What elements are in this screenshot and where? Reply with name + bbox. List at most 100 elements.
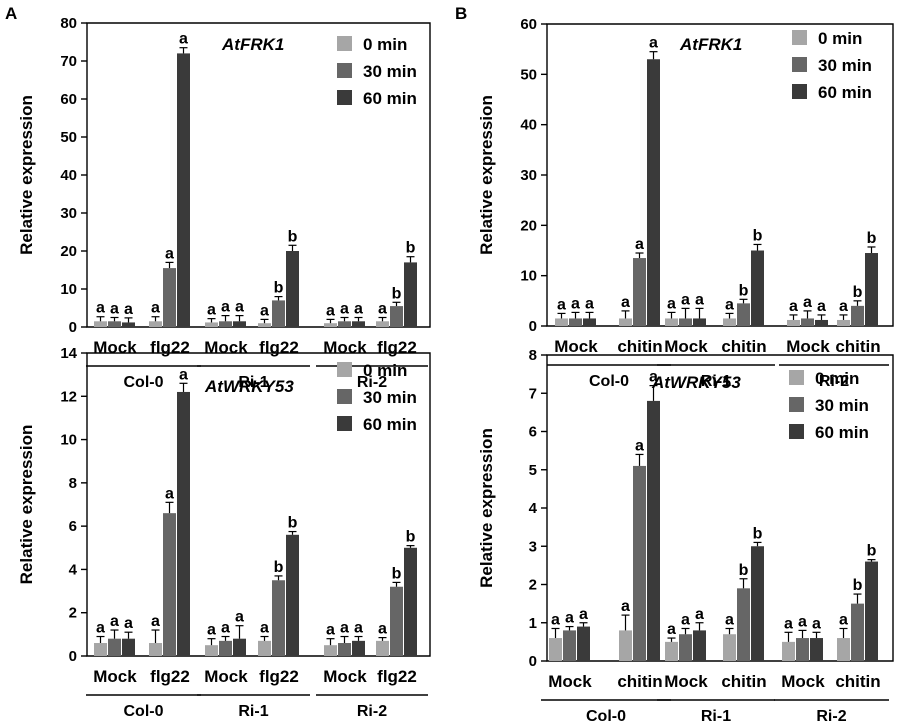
y-tick-label: 6 bbox=[529, 424, 537, 441]
legend-label: 0 min bbox=[363, 35, 407, 54]
y-tick-label: 5 bbox=[529, 462, 537, 479]
bar bbox=[163, 268, 176, 327]
bar bbox=[233, 638, 246, 656]
significance-label: a bbox=[579, 606, 588, 623]
bar bbox=[94, 643, 107, 656]
significance-label: a bbox=[221, 620, 230, 637]
plot-frame bbox=[546, 354, 894, 662]
y-tick-label: 1 bbox=[529, 615, 537, 632]
bar bbox=[404, 262, 417, 327]
y-tick-label: 4 bbox=[529, 500, 538, 517]
y-tick-label: 80 bbox=[60, 15, 77, 32]
bar bbox=[577, 626, 590, 661]
significance-label: a bbox=[165, 245, 174, 262]
bar bbox=[693, 630, 706, 661]
y-tick-label: 0 bbox=[69, 648, 77, 665]
bar bbox=[324, 323, 337, 327]
genotype-label: Col-0 bbox=[586, 708, 626, 725]
treatment-label: flg22 bbox=[259, 338, 299, 357]
y-tick-label: 3 bbox=[529, 538, 537, 555]
significance-label: a bbox=[635, 236, 644, 253]
bar bbox=[338, 321, 351, 327]
legend-swatch bbox=[337, 416, 352, 431]
y-tick-label: 30 bbox=[60, 205, 77, 222]
significance-label: a bbox=[96, 620, 105, 637]
bar bbox=[233, 321, 246, 327]
legend-swatch bbox=[789, 370, 804, 385]
treatment-label: Mock bbox=[93, 338, 137, 357]
significance-label: a bbox=[151, 300, 160, 317]
significance-label: b bbox=[867, 543, 877, 560]
legend-swatch bbox=[337, 362, 352, 377]
treatment-label: flg22 bbox=[377, 338, 417, 357]
bar bbox=[390, 306, 403, 327]
y-tick-label: 12 bbox=[60, 388, 77, 405]
genotype-label: Ri-2 bbox=[357, 703, 387, 720]
legend-swatch bbox=[792, 57, 807, 72]
bar bbox=[404, 547, 417, 656]
bar bbox=[324, 645, 337, 656]
legend-swatch bbox=[789, 397, 804, 412]
treatment-label: Mock bbox=[323, 338, 367, 357]
significance-label: a bbox=[789, 298, 798, 315]
chart-a-wrky53: 0 2 4 6 8 10 12 14 Relative expression AtWRKY53 0 … bbox=[17, 345, 431, 720]
bar bbox=[376, 321, 389, 327]
treatment-label: chitin bbox=[835, 672, 880, 691]
treatment-label: Mock bbox=[786, 337, 830, 356]
treatment-label: Mock bbox=[548, 672, 592, 691]
bar bbox=[737, 303, 750, 326]
treatment-label: flg22 bbox=[150, 338, 190, 357]
y-tick-label: 20 bbox=[520, 217, 537, 234]
treatment-label: chitin bbox=[721, 672, 766, 691]
bar bbox=[205, 645, 218, 656]
significance-label: a bbox=[235, 299, 244, 316]
bar bbox=[108, 321, 121, 327]
y-tick-label: 50 bbox=[60, 129, 77, 146]
significance-label: a bbox=[784, 615, 793, 632]
significance-label: a bbox=[681, 291, 690, 308]
legend-swatch bbox=[337, 36, 352, 51]
bar bbox=[796, 638, 809, 661]
significance-label: b bbox=[753, 227, 763, 244]
y-tick-label: 14 bbox=[60, 345, 77, 362]
y-tick-label: 60 bbox=[520, 16, 537, 33]
significance-label: a bbox=[635, 437, 644, 454]
genotype-label: Ri-1 bbox=[701, 708, 731, 725]
bar bbox=[815, 319, 828, 326]
gene-title: AtFRK1 bbox=[679, 35, 742, 54]
y-tick-label: 60 bbox=[60, 91, 77, 108]
y-tick-label: 7 bbox=[529, 385, 537, 402]
legend-swatch bbox=[792, 30, 807, 45]
bar bbox=[810, 638, 823, 661]
significance-label: a bbox=[124, 301, 133, 318]
bar bbox=[258, 323, 271, 327]
significance-label: a bbox=[695, 291, 704, 308]
bar bbox=[693, 318, 706, 326]
y-tick-label: 70 bbox=[60, 53, 77, 70]
legend-swatch bbox=[337, 389, 352, 404]
y-axis-label: Relative expression bbox=[477, 428, 496, 588]
bar bbox=[122, 322, 135, 327]
significance-label: a bbox=[621, 598, 630, 615]
bar bbox=[865, 253, 878, 326]
significance-label: a bbox=[124, 615, 133, 632]
significance-label: a bbox=[378, 301, 387, 318]
legend-label: 30 min bbox=[815, 396, 869, 415]
bar bbox=[177, 53, 190, 328]
bar bbox=[751, 546, 764, 661]
bar bbox=[782, 641, 795, 661]
genotype-label: Ri-2 bbox=[819, 373, 849, 390]
gene-title: AtFRK1 bbox=[221, 35, 284, 54]
bar bbox=[149, 321, 162, 327]
treatment-label: Mock bbox=[781, 672, 825, 691]
significance-label: b bbox=[288, 228, 298, 245]
y-tick-label: 40 bbox=[520, 117, 537, 134]
significance-label: b bbox=[392, 285, 402, 302]
bar bbox=[286, 251, 299, 327]
significance-label: b bbox=[739, 282, 749, 299]
significance-label: a bbox=[221, 299, 230, 316]
significance-label: a bbox=[151, 613, 160, 630]
chart-a-frk1: 0 10 20 30 40 50 60 70 80 Relative expression AtFR… bbox=[17, 15, 431, 391]
significance-label: b bbox=[867, 230, 877, 247]
significance-label: a bbox=[340, 301, 349, 318]
